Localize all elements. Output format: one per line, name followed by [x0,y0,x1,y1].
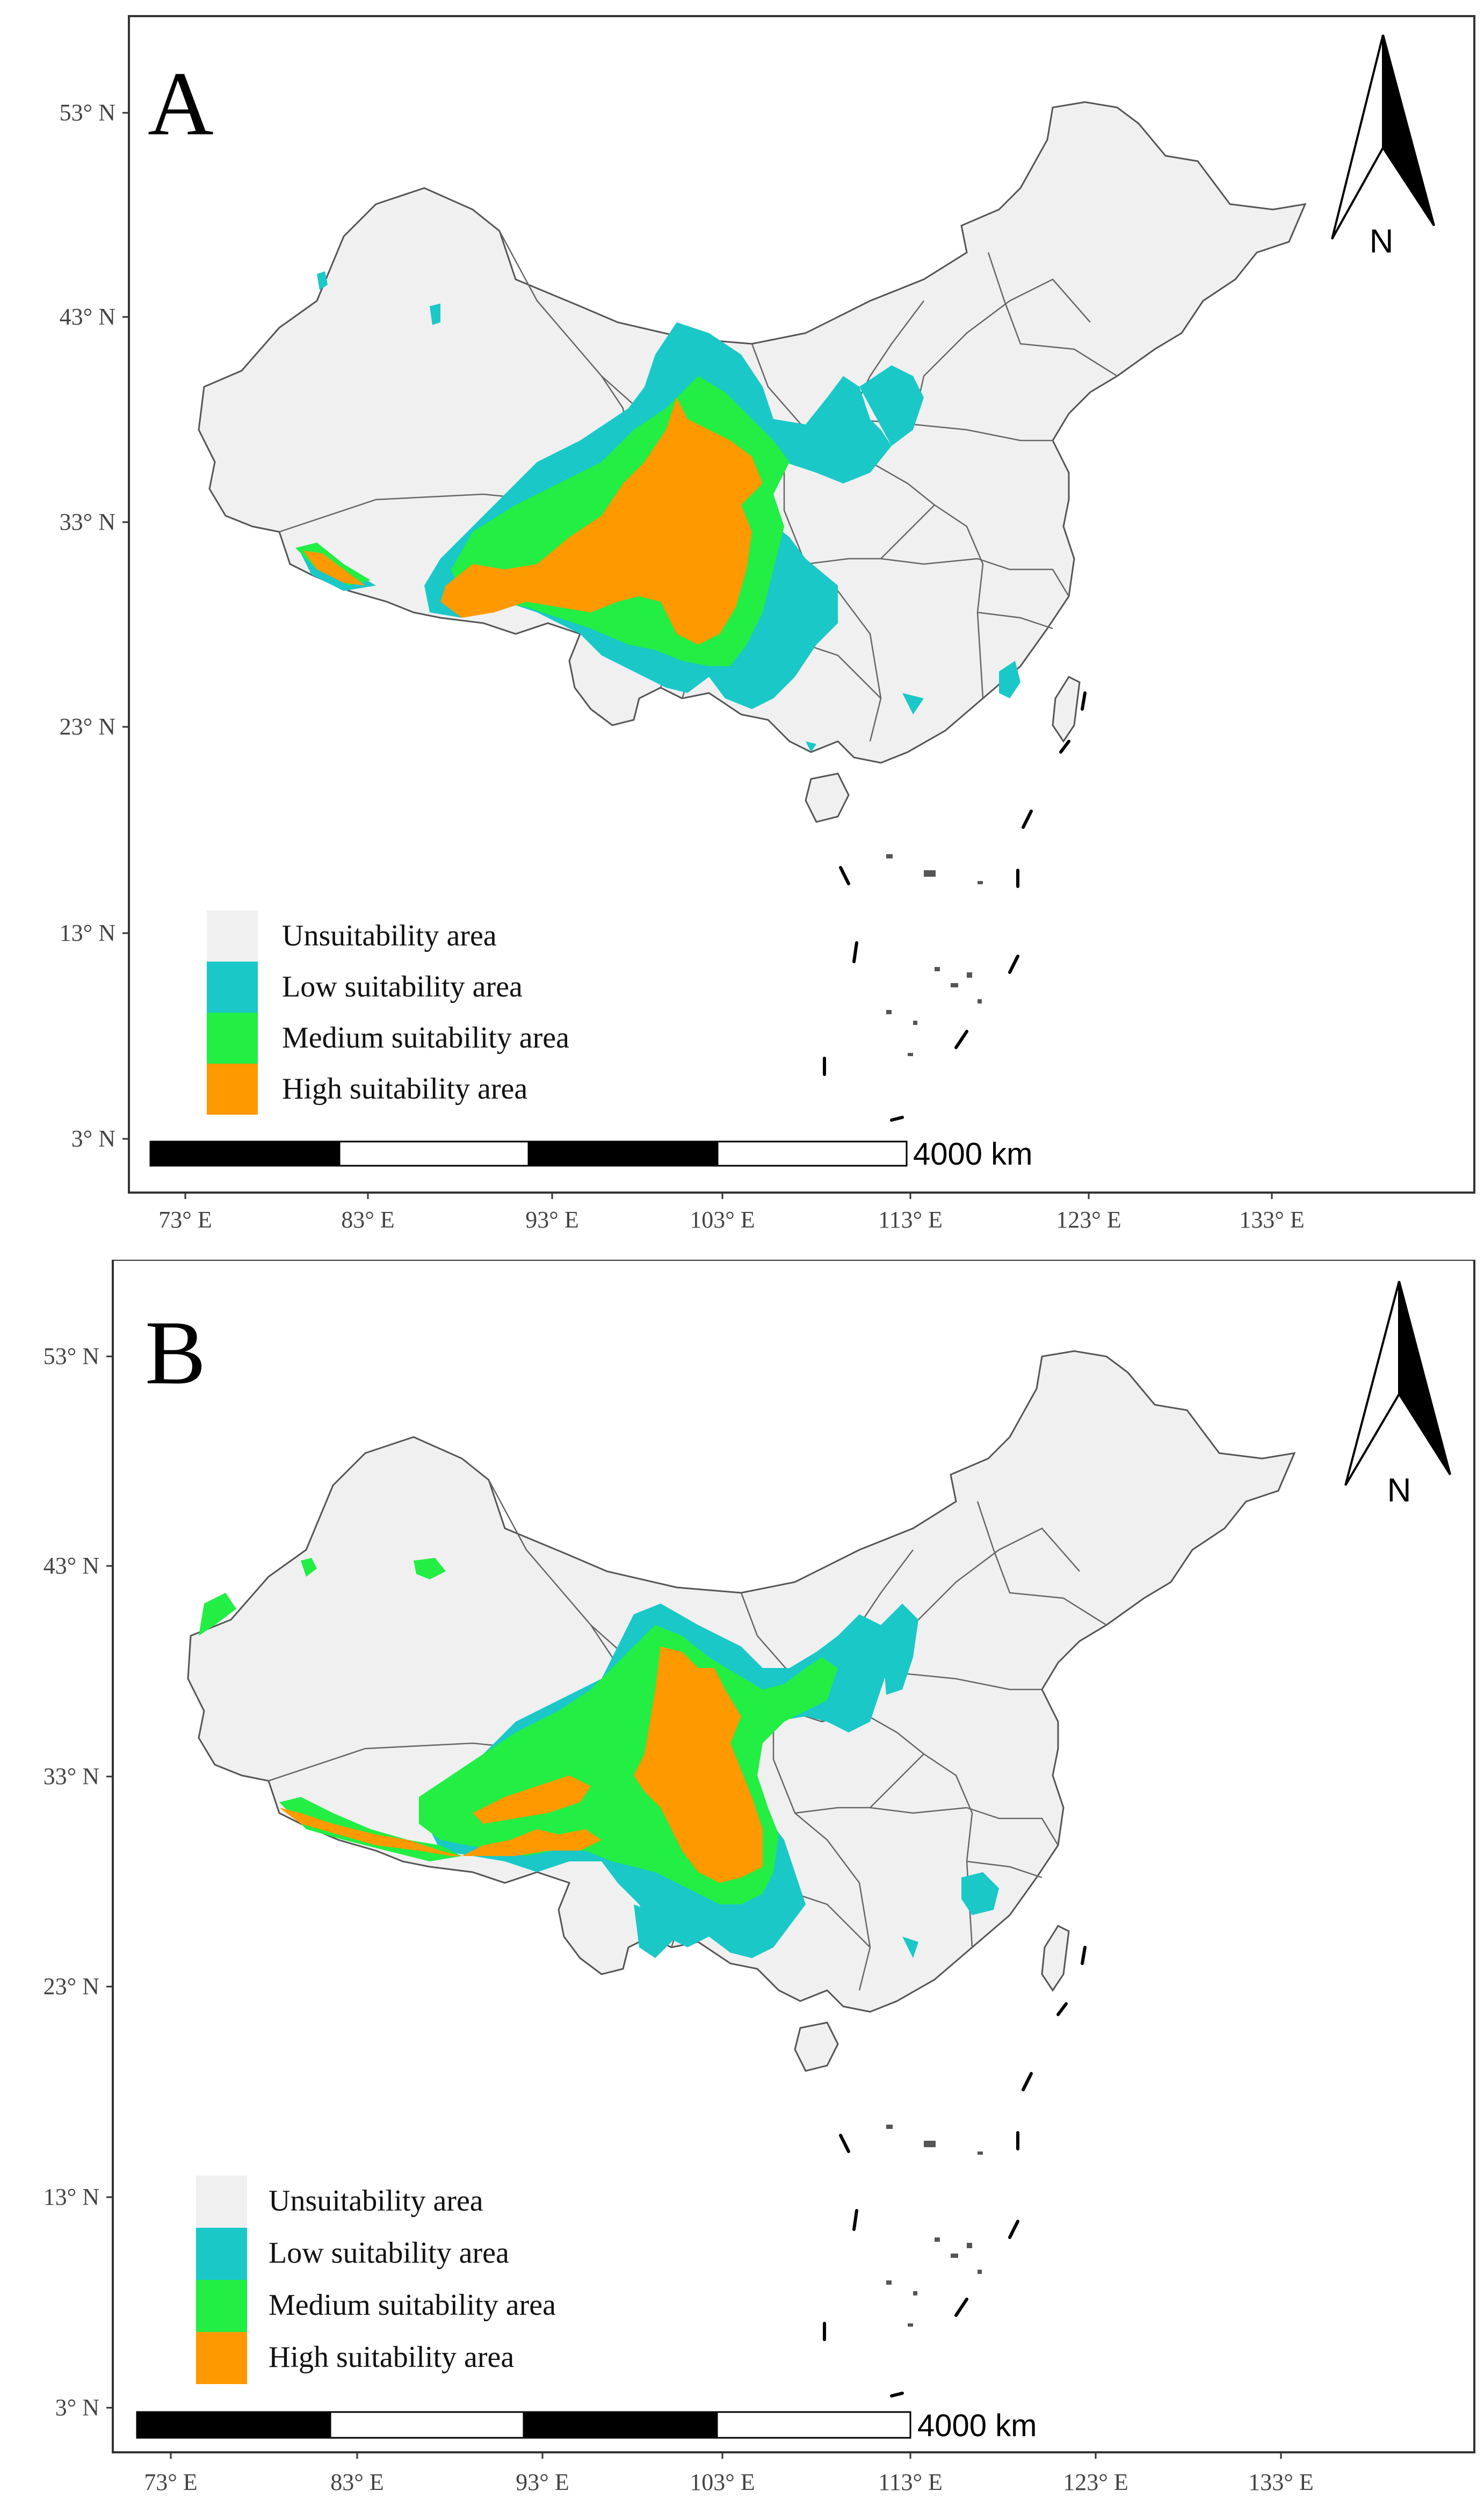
map-a-svg: 53° N 43° N 33° N 23° N 13° N 3° N 73° E… [60,15,1475,1233]
lon-label: 103° E [690,2469,755,2495]
south-china-sea-islands [886,854,983,1056]
legend-swatch-high [207,1064,258,1115]
north-label: N [1387,1472,1411,1509]
legend-swatch-medium [207,1013,258,1064]
scale-label: 4000 km [913,1137,1032,1172]
lon-label: 93° E [516,2469,569,2495]
lon-label: 133° E [1248,2469,1313,2495]
lat-axis: 53° N 43° N 33° N 23° N 13° N 3° N [44,1343,113,2421]
medium-region [199,1593,236,1636]
legend: Unsuitability area Low suitability area … [207,911,569,1115]
north-arrow-icon: N [1331,34,1435,260]
lon-label: 83° E [341,1207,394,1233]
legend-label: High suitability area [282,1072,527,1106]
lat-label: 13° N [60,920,115,946]
taiwan-island [1052,676,1081,743]
legend-label: High suitability area [269,2341,514,2374]
medium-region [301,1558,317,1577]
suitability-regions [199,1558,999,1958]
map-b-svg: 53° N 43° N 33° N 23° N 13° N 3° N 73° E… [44,1260,1475,2495]
legend-swatch-low [196,2228,247,2280]
legend-label: Low suitability area [269,2236,509,2270]
legend-label: Unsuitability area [282,919,497,952]
panel-label: B [145,1302,206,1403]
lat-label: 13° N [44,2184,99,2210]
legend-swatch-unsuitable [207,911,258,962]
north-arrow-icon: N [1344,1281,1451,1509]
suitability-regions [295,271,1020,752]
lat-label: 23° N [60,713,115,740]
low-region [806,741,816,752]
high-region [634,1647,763,1883]
high-region [303,551,365,586]
legend-swatch-high [196,2332,247,2384]
lon-label: 123° E [1056,1207,1121,1233]
south-china-sea-islands [886,2125,983,2327]
legend: Unsuitability area Low suitability area … [196,2176,556,2384]
low-region [430,304,440,325]
lon-label: 103° E [690,1207,755,1233]
lat-label: 43° N [60,304,115,330]
taiwan-island [1041,1925,1070,1992]
lat-label: 3° N [71,1125,115,1152]
lat-axis: 53° N 43° N 33° N 23° N 13° N 3° N [60,99,129,1152]
lon-label: 73° E [144,2469,197,2495]
nine-dash-line [823,691,1087,1122]
low-region [317,271,328,290]
north-label: N [1370,223,1394,260]
hainan-island [794,2021,839,2072]
lon-axis: 73° E 83° E 93° E 103° E 113° E 123° E 1… [158,1193,1305,1233]
legend-label: Unsuitability area [269,2184,483,2218]
panel-label: A [148,53,214,154]
low-region [961,1872,999,1915]
map-panel-b: 53° N 43° N 33° N 23° N 13° N 3° N 73° E… [0,1260,1484,2520]
lon-label: 133° E [1239,1207,1304,1233]
nine-dash-line [823,1946,1087,2398]
lon-label: 83° E [330,2469,383,2495]
low-region [634,1904,677,1958]
lon-axis: 73° E 83° E 93° E 103° E 113° E 123° E 1… [144,2452,1314,2495]
lon-label: 113° E [878,1207,943,1233]
lat-label: 33° N [60,509,115,535]
high-region [440,398,763,645]
lon-label: 73° E [158,1207,212,1233]
low-region [859,365,924,446]
legend-label: Medium suitability area [269,2288,556,2322]
lat-label: 43° N [44,1553,99,1579]
low-region [902,693,924,714]
lat-label: 53° N [44,1343,99,1369]
legend-label: Medium suitability area [282,1021,569,1055]
low-region [902,1937,918,1958]
scale-bar: 4000 km [149,1137,1032,1172]
scale-label: 4000 km [917,2408,1037,2443]
lon-label: 93° E [525,1207,578,1233]
lon-label: 123° E [1063,2469,1128,2495]
hainan-island [805,772,850,823]
medium-region [414,1558,446,1579]
lat-label: 23° N [44,1973,99,1999]
map-panel-a: 53° N 43° N 33° N 23° N 13° N 3° N 73° E… [60,15,1475,1233]
legend-swatch-medium [196,2280,247,2332]
high-region [279,1808,602,1856]
scale-bar: 4000 km [136,2408,1037,2443]
legend-swatch-low [207,962,258,1013]
legend-label: Low suitability area [282,970,523,1003]
low-region [881,1604,918,1695]
lon-label: 113° E [878,2469,943,2495]
low-region [999,661,1020,698]
lat-label: 53° N [60,99,115,126]
lat-label: 33° N [44,1763,99,1789]
lat-label: 3° N [55,2394,99,2421]
legend-swatch-unsuitable [196,2176,247,2228]
high-region [473,1775,591,1824]
